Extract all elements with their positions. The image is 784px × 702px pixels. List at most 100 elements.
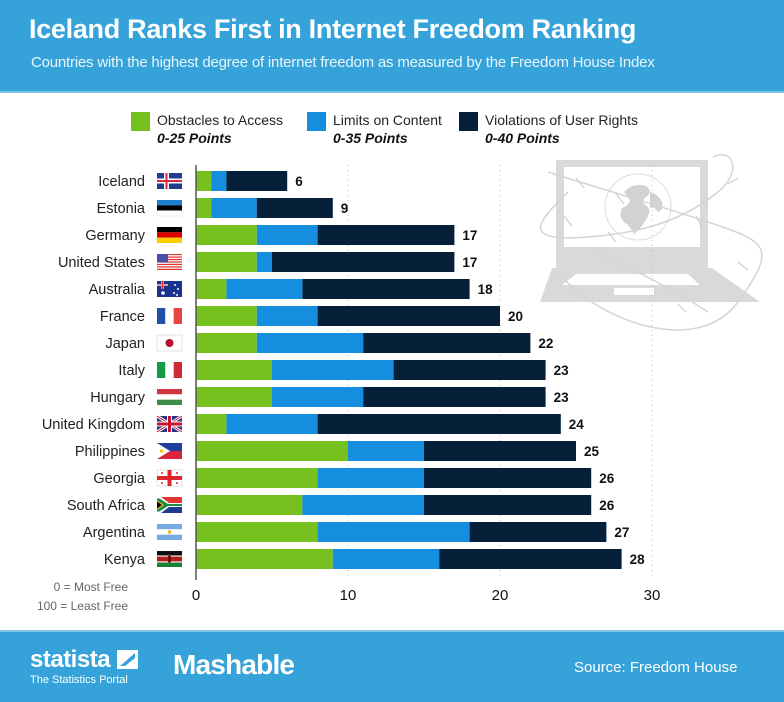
x-tick-label: 0 bbox=[192, 587, 200, 604]
segment-violations-of-user-rights bbox=[424, 495, 592, 515]
segment-limits-on-content bbox=[317, 468, 424, 488]
country-label: Estonia bbox=[97, 201, 146, 217]
country-label: Iceland bbox=[98, 174, 145, 190]
segment-obstacles-to-access bbox=[196, 549, 333, 569]
segment-violations-of-user-rights bbox=[317, 306, 500, 326]
bar-chart: Iceland 6 Estonia 9 Germany 17 United States 17… bbox=[42, 165, 660, 604]
iceland-flag-icon bbox=[157, 173, 182, 189]
country-label: South Africa bbox=[67, 498, 146, 514]
total-label: 20 bbox=[508, 309, 523, 324]
segment-obstacles-to-access bbox=[196, 279, 227, 299]
total-label: 18 bbox=[478, 282, 494, 297]
country-label: United Kingdom bbox=[42, 417, 145, 433]
segment-violations-of-user-rights bbox=[424, 468, 592, 488]
country-label: Hungary bbox=[90, 390, 146, 406]
total-label: 17 bbox=[462, 255, 477, 270]
legend-swatch-user-rights bbox=[459, 112, 478, 131]
segment-obstacles-to-access bbox=[196, 387, 272, 407]
georgia-flag-icon bbox=[156, 469, 183, 487]
hungary-flag-icon bbox=[157, 389, 182, 405]
segment-violations-of-user-rights bbox=[424, 441, 576, 461]
australia-flag-icon bbox=[157, 281, 182, 297]
segment-obstacles-to-access bbox=[196, 522, 318, 542]
segment-limits-on-content bbox=[348, 441, 424, 461]
note-most-free: 0 = Most Free bbox=[53, 580, 128, 594]
total-label: 6 bbox=[295, 174, 303, 189]
total-label: 23 bbox=[554, 390, 570, 405]
country-label: France bbox=[100, 309, 145, 325]
segment-limits-on-content bbox=[211, 171, 227, 191]
segment-obstacles-to-access bbox=[196, 360, 272, 380]
segment-limits-on-content bbox=[211, 198, 257, 218]
segment-limits-on-content bbox=[302, 495, 424, 515]
note-least-free: 100 = Least Free bbox=[36, 599, 128, 613]
statista-logo-icon bbox=[117, 650, 138, 669]
source-label: Source: Freedom House bbox=[574, 659, 738, 676]
segment-violations-of-user-rights bbox=[302, 279, 470, 299]
segment-obstacles-to-access bbox=[196, 441, 348, 461]
segment-limits-on-content bbox=[226, 414, 318, 434]
legend-range: 0-40 Points bbox=[485, 130, 560, 146]
france-flag-icon bbox=[157, 308, 182, 324]
country-label: Italy bbox=[118, 363, 145, 379]
total-label: 22 bbox=[538, 336, 553, 351]
segment-obstacles-to-access bbox=[196, 171, 212, 191]
legend-swatch-content bbox=[307, 112, 326, 131]
estonia-flag-icon bbox=[156, 200, 183, 217]
total-label: 26 bbox=[599, 471, 615, 486]
segment-limits-on-content bbox=[317, 522, 470, 542]
country-label: Germany bbox=[85, 228, 145, 244]
country-label: Philippines bbox=[75, 444, 145, 460]
germany-flag-icon bbox=[157, 227, 182, 243]
x-tick-label: 10 bbox=[340, 587, 357, 604]
segment-limits-on-content bbox=[256, 225, 318, 245]
segment-limits-on-content bbox=[256, 306, 318, 326]
legend-range: 0-25 Points bbox=[157, 130, 232, 146]
segment-obstacles-to-access bbox=[196, 414, 227, 434]
japan-flag-icon bbox=[156, 334, 183, 352]
total-label: 27 bbox=[614, 525, 629, 540]
statista-logo: statista bbox=[30, 646, 111, 673]
segment-limits-on-content bbox=[226, 279, 303, 299]
segment-obstacles-to-access bbox=[196, 468, 318, 488]
segment-violations-of-user-rights bbox=[363, 387, 546, 407]
total-label: 28 bbox=[630, 552, 646, 567]
footer-banner: statista The Statistics Portal Mashable … bbox=[0, 630, 784, 702]
usa-flag-icon bbox=[157, 254, 182, 270]
total-label: 23 bbox=[554, 363, 570, 378]
country-label: United States bbox=[58, 255, 145, 271]
segment-limits-on-content bbox=[272, 387, 364, 407]
segment-obstacles-to-access bbox=[196, 495, 303, 515]
legend-range: 0-35 Points bbox=[333, 130, 408, 146]
legend-swatch-obstacles bbox=[131, 112, 150, 131]
legend-label: Limits on Content bbox=[333, 112, 442, 128]
x-tick-label: 20 bbox=[492, 587, 509, 604]
laptop-globe-barbed-wire-icon bbox=[539, 154, 763, 331]
segment-violations-of-user-rights bbox=[393, 360, 546, 380]
south-africa-flag-icon bbox=[157, 497, 182, 513]
uk-flag-icon bbox=[156, 414, 183, 434]
total-label: 24 bbox=[569, 417, 585, 432]
segment-violations-of-user-rights bbox=[226, 171, 288, 191]
segment-limits-on-content bbox=[256, 333, 364, 353]
segment-violations-of-user-rights bbox=[469, 522, 607, 542]
total-label: 17 bbox=[462, 228, 477, 243]
segment-obstacles-to-access bbox=[196, 252, 257, 272]
country-label: Kenya bbox=[104, 552, 146, 568]
segment-violations-of-user-rights bbox=[256, 198, 333, 218]
segment-violations-of-user-rights bbox=[317, 225, 455, 245]
header-banner: Iceland Ranks First in Internet Freedom … bbox=[0, 0, 784, 93]
segment-obstacles-to-access bbox=[196, 198, 212, 218]
italy-flag-icon bbox=[157, 362, 182, 378]
mashable-logo: Mashable bbox=[173, 649, 295, 680]
segment-violations-of-user-rights bbox=[317, 414, 561, 434]
total-label: 26 bbox=[599, 498, 615, 513]
statista-tagline: The Statistics Portal bbox=[30, 674, 128, 686]
country-label: Georgia bbox=[93, 471, 146, 487]
country-label: Japan bbox=[105, 336, 145, 352]
legend-label: Violations of User Rights bbox=[485, 112, 639, 128]
segment-limits-on-content bbox=[272, 360, 394, 380]
chart-title: Iceland Ranks First in Internet Freedom … bbox=[29, 14, 637, 44]
segment-limits-on-content bbox=[256, 252, 272, 272]
segment-obstacles-to-access bbox=[196, 306, 257, 326]
